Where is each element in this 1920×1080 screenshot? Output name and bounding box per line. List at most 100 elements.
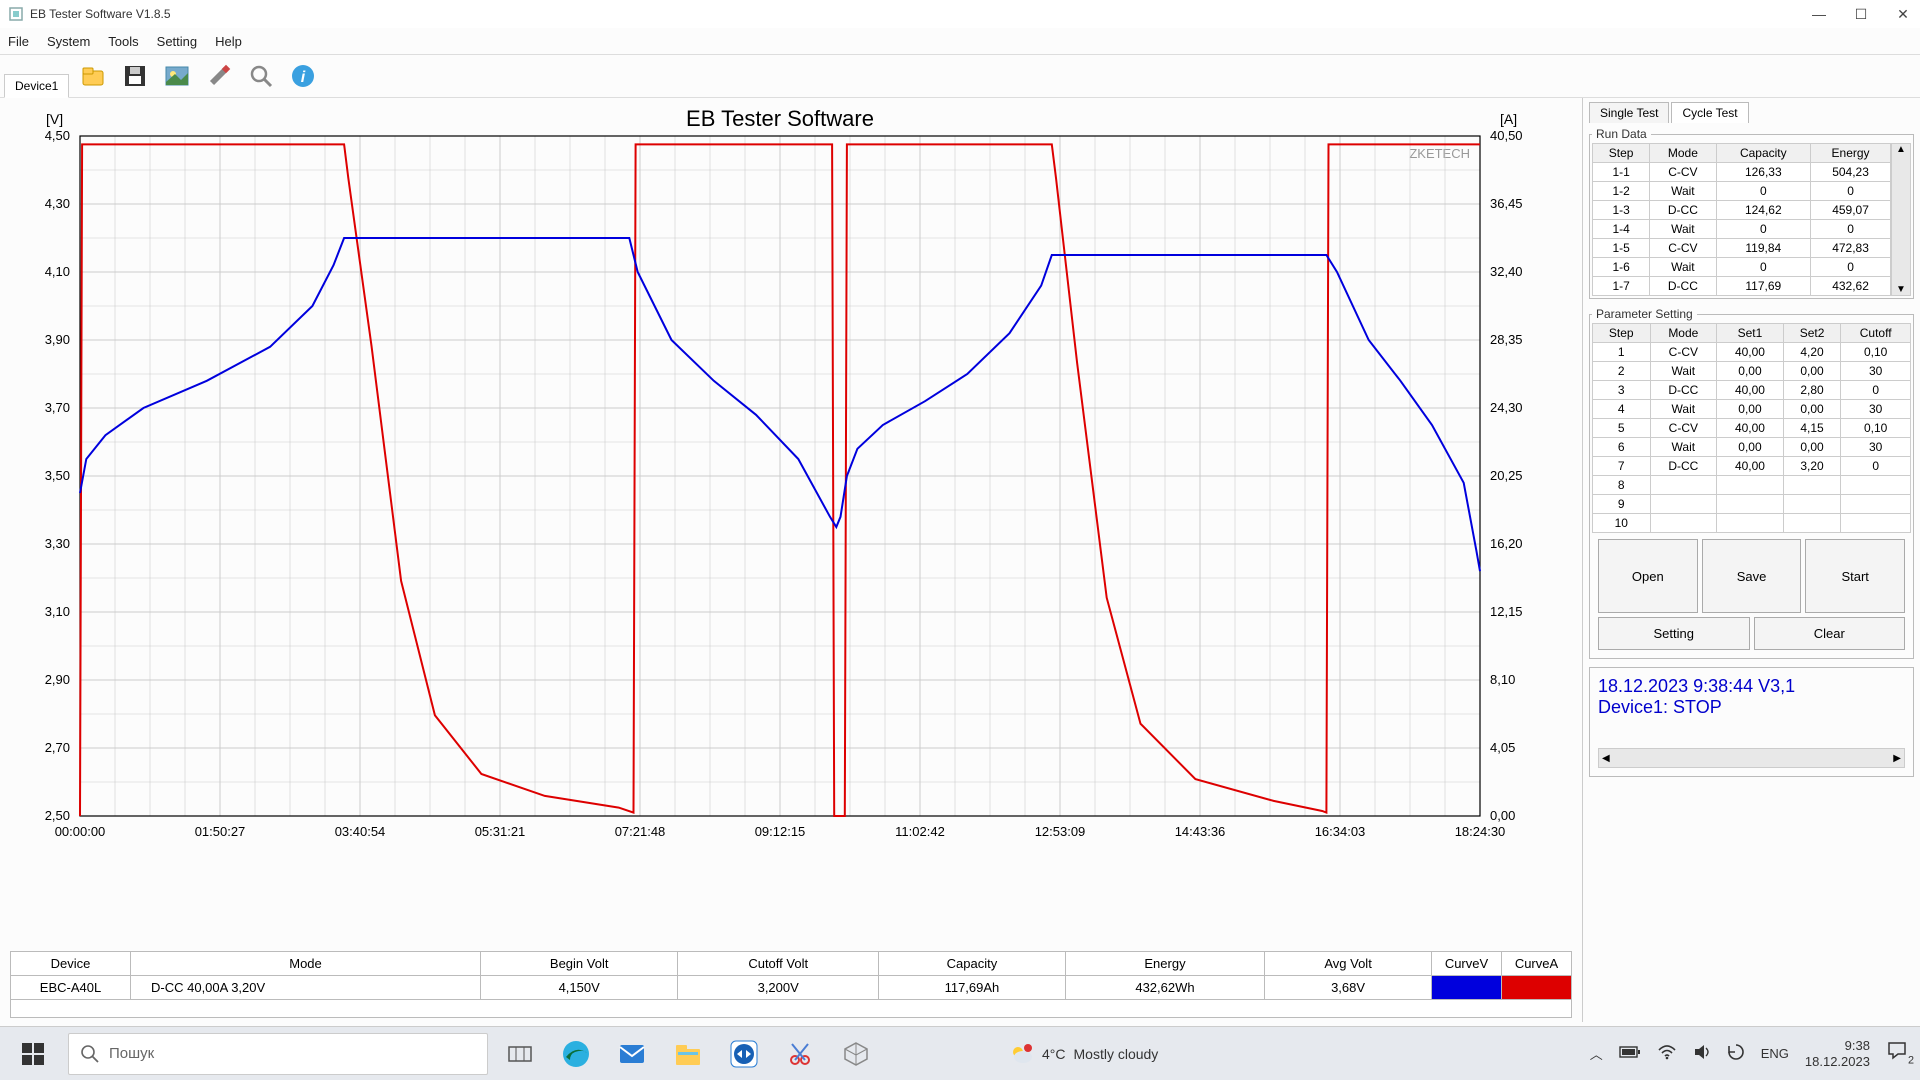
edge-icon[interactable] — [552, 1030, 600, 1078]
window-titlebar: EB Tester Software V1.8.5 — ☐ ✕ — [0, 0, 1920, 28]
mail-icon[interactable] — [608, 1030, 656, 1078]
table-row[interactable]: 1-4Wait00 — [1593, 220, 1891, 239]
svg-text:36,45: 36,45 — [1490, 196, 1523, 211]
open-icon[interactable] — [75, 58, 111, 94]
wifi-icon[interactable] — [1657, 1044, 1677, 1063]
svg-text:14:43:36: 14:43:36 — [1175, 824, 1226, 839]
table-row[interactable]: 5C-CV40,004,150,10 — [1593, 419, 1911, 438]
table-row[interactable]: 7D-CC40,003,200 — [1593, 457, 1911, 476]
save-button[interactable]: Save — [1702, 539, 1802, 613]
svg-text:2,90: 2,90 — [45, 672, 70, 687]
tray-chevron-icon[interactable]: ︿ — [1590, 1044, 1603, 1063]
svg-text:09:12:15: 09:12:15 — [755, 824, 806, 839]
taskbar: Пошук 4°C Mostly cloudy ︿ ENG 9:38 18.12… — [0, 1026, 1920, 1080]
table-row[interactable]: 10 — [1593, 514, 1911, 533]
svg-text:24,30: 24,30 — [1490, 400, 1523, 415]
table-row[interactable]: 1-6Wait00 — [1593, 258, 1891, 277]
table-row[interactable]: 1-2Wait00 — [1593, 182, 1891, 201]
start-button[interactable]: Start — [1805, 539, 1905, 613]
weather-desc: Mostly cloudy — [1074, 1046, 1159, 1062]
th-avg: Avg Volt — [1265, 952, 1432, 976]
svg-text:[A]: [A] — [1500, 111, 1517, 127]
svg-text:3,90: 3,90 — [45, 332, 70, 347]
side-pane: Single Test Cycle Test Run Data StepMode… — [1582, 98, 1920, 1022]
table-row[interactable]: 1-1C-CV126,33504,23 — [1593, 163, 1891, 182]
th-curvea: CurveA — [1502, 952, 1572, 976]
tray-date: 18.12.2023 — [1805, 1054, 1870, 1070]
menu-tools[interactable]: Tools — [108, 34, 138, 49]
menu-file[interactable]: File — [8, 34, 29, 49]
table-row[interactable]: 1-3D-CC124,62459,07 — [1593, 201, 1891, 220]
app-cube-icon[interactable] — [832, 1030, 880, 1078]
clear-button[interactable]: Clear — [1754, 617, 1906, 650]
status-scrollbar[interactable]: ◀▶ — [1598, 748, 1905, 768]
setting-button[interactable]: Setting — [1598, 617, 1750, 650]
table-row[interactable]: 1-7D-CC117,69432,62 — [1593, 277, 1891, 296]
minimize-button[interactable]: — — [1810, 6, 1828, 23]
status-line-1: 18.12.2023 9:38:44 V3,1 — [1598, 676, 1905, 697]
td-device: EBC-A40L — [11, 976, 131, 1000]
taskview-icon[interactable] — [496, 1030, 544, 1078]
svg-text:2,70: 2,70 — [45, 740, 70, 755]
svg-text:3,30: 3,30 — [45, 536, 70, 551]
param-group: Parameter Setting StepModeSet1Set2Cutoff… — [1589, 307, 1914, 659]
tab-cycle-test[interactable]: Cycle Test — [1671, 102, 1748, 123]
svg-text:12,15: 12,15 — [1490, 604, 1523, 619]
open-button[interactable]: Open — [1598, 539, 1698, 613]
svg-text:16:34:03: 16:34:03 — [1315, 824, 1366, 839]
table-row[interactable]: 9 — [1593, 495, 1911, 514]
save-icon[interactable] — [117, 58, 153, 94]
status-box: 18.12.2023 9:38:44 V3,1 Device1: STOP ◀▶ — [1589, 667, 1914, 777]
explorer-icon[interactable] — [664, 1030, 712, 1078]
menu-system[interactable]: System — [47, 34, 90, 49]
table-row[interactable]: 6Wait0,000,0030 — [1593, 438, 1911, 457]
svg-text:11:02:42: 11:02:42 — [895, 824, 945, 839]
svg-text:32,40: 32,40 — [1490, 264, 1523, 279]
svg-text:18:24:30: 18:24:30 — [1455, 824, 1506, 839]
maximize-button[interactable]: ☐ — [1852, 6, 1870, 23]
svg-text:EB Tester Software: EB Tester Software — [686, 106, 874, 131]
menu-setting[interactable]: Setting — [157, 34, 197, 49]
taskbar-search[interactable]: Пошук — [68, 1033, 488, 1075]
svg-text:03:40:54: 03:40:54 — [335, 824, 386, 839]
svg-text:4,10: 4,10 — [45, 264, 70, 279]
table-row[interactable]: 2Wait0,000,0030 — [1593, 362, 1911, 381]
table-row[interactable]: 4Wait0,000,0030 — [1593, 400, 1911, 419]
picture-icon[interactable] — [159, 58, 195, 94]
run-data-scrollbar[interactable]: ▲▼ — [1891, 143, 1911, 296]
table-row[interactable]: 1C-CV40,004,200,10 — [1593, 343, 1911, 362]
tab-single-test[interactable]: Single Test — [1589, 102, 1669, 123]
svg-text:3,50: 3,50 — [45, 468, 70, 483]
svg-text:ZKETECH: ZKETECH — [1409, 146, 1470, 161]
start-menu-button[interactable] — [6, 1030, 60, 1078]
device-tab[interactable]: Device1 — [4, 74, 69, 98]
th-begin: Begin Volt — [481, 952, 678, 976]
table-row[interactable]: 1-5C-CV119,84472,83 — [1593, 239, 1891, 258]
search-icon[interactable] — [243, 58, 279, 94]
svg-text:4,05: 4,05 — [1490, 740, 1515, 755]
weather-widget[interactable]: 4°C Mostly cloudy — [1008, 1041, 1158, 1067]
th-cutoff: Cutoff Volt — [678, 952, 879, 976]
svg-text:4,30: 4,30 — [45, 196, 70, 211]
param-table: StepModeSet1Set2Cutoff1C-CV40,004,200,10… — [1592, 323, 1911, 533]
notifications-icon[interactable]: 2 — [1886, 1040, 1914, 1067]
table-row[interactable]: 3D-CC40,002,800 — [1593, 381, 1911, 400]
teamviewer-icon[interactable] — [720, 1030, 768, 1078]
svg-text:3,10: 3,10 — [45, 604, 70, 619]
svg-text:i: i — [301, 69, 306, 86]
window-title: EB Tester Software V1.8.5 — [30, 7, 171, 21]
close-button[interactable]: ✕ — [1894, 6, 1912, 23]
lang-indicator[interactable]: ENG — [1761, 1046, 1789, 1061]
svg-text:40,50: 40,50 — [1490, 128, 1523, 143]
updates-icon[interactable] — [1727, 1043, 1745, 1064]
weather-icon — [1008, 1041, 1034, 1067]
table-row[interactable]: 8 — [1593, 476, 1911, 495]
info-icon[interactable]: i — [285, 58, 321, 94]
run-data-table: StepModeCapacityEnergy1-1C-CV126,33504,2… — [1592, 143, 1891, 296]
volume-icon[interactable] — [1693, 1044, 1711, 1063]
battery-icon[interactable] — [1619, 1045, 1641, 1062]
tray-clock[interactable]: 9:38 18.12.2023 — [1805, 1038, 1870, 1069]
settings-icon[interactable] — [201, 58, 237, 94]
menu-help[interactable]: Help — [215, 34, 242, 49]
snip-icon[interactable] — [776, 1030, 824, 1078]
